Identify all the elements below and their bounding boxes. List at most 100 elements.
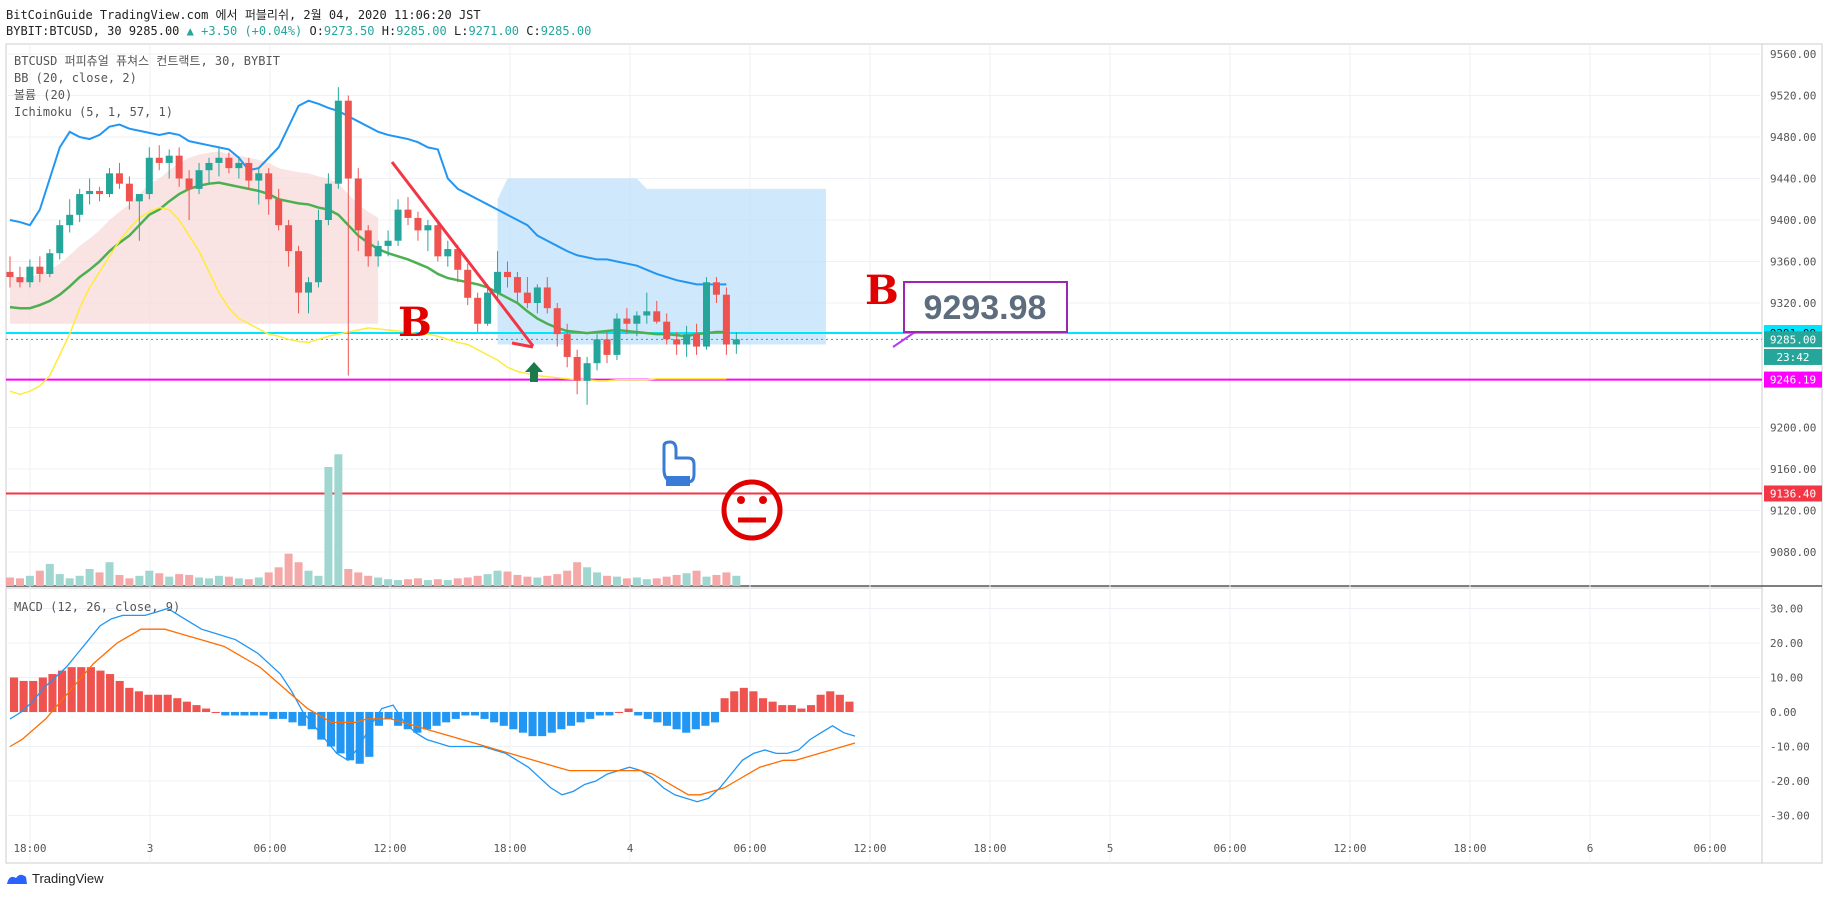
legend-ichimoku[interactable]: Ichimoku (5, 1, 57, 1) (14, 105, 173, 119)
high-label: H: (381, 24, 397, 38)
macd-histogram-bar (48, 674, 57, 712)
price-label-bg (1764, 331, 1822, 348)
candle-body (334, 100, 342, 184)
macd-histogram-bar (614, 712, 624, 713)
macd-histogram-bar (221, 712, 230, 716)
macd-histogram-bar (787, 705, 796, 712)
legend-macd[interactable]: MACD (12, 26, close, 9) (14, 600, 180, 614)
candle-body (623, 318, 631, 324)
pointing-hand-icon[interactable] (662, 440, 696, 486)
volume-bar (603, 575, 611, 586)
macd-histogram-bar (317, 712, 326, 740)
y-tick-label: 30.00 (1770, 603, 1803, 616)
y-tick-label: -30.00 (1770, 810, 1810, 823)
volume-bar (583, 567, 592, 586)
price-label-bg (1764, 485, 1822, 502)
trend-arrow-head (511, 341, 534, 349)
candle-body (613, 318, 621, 355)
candle-body (6, 271, 14, 278)
macd-histogram-bar (115, 680, 124, 712)
volume-bar (274, 567, 283, 586)
macd-histogram-bar (307, 712, 316, 730)
last-price: 9285.00 (128, 24, 180, 38)
candle-body (344, 100, 352, 179)
y-tick-label: -10.00 (1770, 741, 1810, 754)
volume-bar (195, 577, 204, 586)
volume-bar (254, 577, 263, 586)
macd-histogram-bar (394, 712, 403, 726)
volume-bar (155, 573, 164, 586)
blue-cloud (497, 178, 826, 345)
legend-bb[interactable]: BB (20, close, 2) (14, 71, 137, 85)
candle-body (135, 194, 143, 202)
volume-bar (294, 562, 303, 586)
candle-body (424, 225, 432, 231)
x-tick-label: 18:00 (1453, 842, 1486, 855)
candle-body (285, 225, 293, 252)
candle-body (36, 266, 44, 274)
macd-histogram-bar (432, 712, 441, 726)
macd-histogram-bar (835, 694, 844, 712)
candle-body (275, 199, 283, 226)
callout-box[interactable]: 9293.98 (892, 281, 1068, 348)
macd-histogram-bar (96, 670, 105, 712)
macd-histogram-bar (576, 712, 585, 723)
macd-histogram-bar (720, 698, 729, 712)
candle-body (145, 157, 153, 195)
close-value: 9285.00 (540, 24, 592, 38)
price-change: ▲ +3.50 (+0.04%) (186, 24, 303, 38)
trend-arrow-line[interactable] (390, 161, 535, 347)
volume-bar (573, 562, 582, 586)
macd-histogram-bar (509, 712, 518, 730)
volume-bar (65, 578, 74, 586)
label-b-left[interactable]: B (398, 299, 432, 346)
volume-bar (75, 575, 84, 586)
volume-bar (473, 575, 482, 586)
volume-bar (593, 572, 602, 586)
volume-bar (304, 570, 313, 586)
legend-volume[interactable]: 볼륨 (20) (14, 88, 72, 102)
candle-body (255, 173, 263, 181)
label-b-right[interactable]: B (865, 267, 899, 314)
price-label: 9246.19 (1770, 374, 1816, 387)
candle-body (553, 308, 561, 335)
neutral-face-icon[interactable] (721, 479, 783, 541)
volume-bar (374, 577, 383, 586)
macd-histogram-bar (442, 712, 451, 723)
macd-histogram-bar (662, 712, 672, 726)
y-tick-label: 9160.00 (1770, 463, 1816, 476)
up-arrow-icon[interactable] (525, 362, 543, 382)
macd-histogram-bar (595, 712, 604, 716)
candle-body (314, 220, 322, 283)
macd-histogram-bar (806, 705, 816, 712)
macd-histogram-bar (144, 694, 153, 712)
volume-bar (314, 575, 323, 586)
macd-histogram-bar (682, 712, 691, 733)
macd-histogram-bar (298, 712, 307, 726)
macd-histogram-bar (758, 698, 768, 712)
tradingview-logo[interactable]: TradingView (6, 871, 104, 886)
macd-histogram-bar (86, 667, 95, 712)
y-tick-label: 9480.00 (1770, 131, 1816, 144)
candle-body (643, 311, 651, 316)
price-series (6, 87, 1762, 586)
y-tick-label: 9400.00 (1770, 214, 1816, 227)
volume-bar (394, 580, 403, 586)
macd-histogram-bar (403, 712, 412, 730)
publish-info: BitCoinGuide TradingView.com 에서 퍼블리쉬, 2월… (6, 8, 481, 22)
y-tick-label: 10.00 (1770, 672, 1803, 685)
price-axis[interactable] (1761, 43, 1823, 864)
grid-lines (6, 44, 1762, 863)
volume-bar (692, 570, 701, 586)
candle-body (354, 178, 362, 231)
macd-histogram-bar (106, 674, 115, 712)
candle-body (155, 157, 163, 163)
legend-title[interactable]: BTCUSD 퍼피츄얼 퓨쳐스 컨트랙트, 30, BYBIT (14, 54, 280, 68)
candle-body (165, 155, 173, 163)
macd-histogram-bar (163, 694, 172, 712)
x-tick-label: 12:00 (1333, 842, 1366, 855)
y-tick-label: 9120.00 (1770, 505, 1816, 518)
open-value: 9273.50 (323, 24, 375, 38)
macd-pane[interactable] (5, 587, 1763, 864)
